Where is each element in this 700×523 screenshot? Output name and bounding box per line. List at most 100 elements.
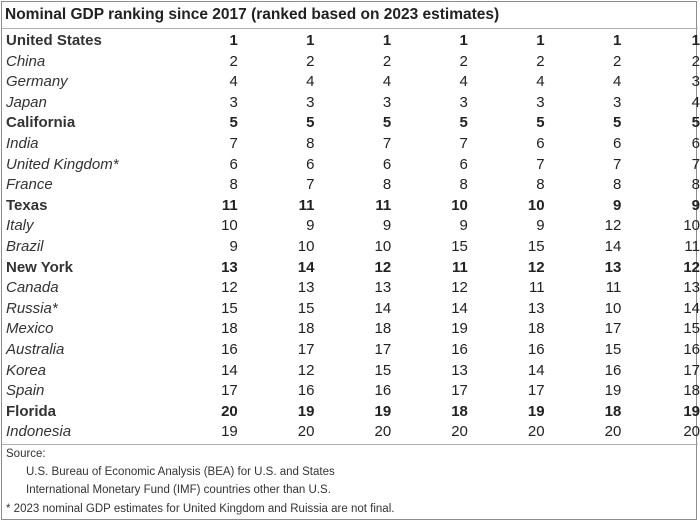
rank-cell: 6 xyxy=(459,155,468,173)
table-row: United States 1 1 1 1 1 1 1 xyxy=(6,31,700,52)
rank-cell: 2 xyxy=(536,52,545,70)
rank-cell: 19 xyxy=(451,320,468,338)
rank-cell: 3 xyxy=(612,93,622,111)
rank-cell: 13 xyxy=(527,299,545,317)
table-row: New York 13 14 12 11 12 13 12 xyxy=(6,258,700,279)
table-row: Australia 16 17 17 16 16 15 16 xyxy=(6,340,700,361)
rank-cell: 20 xyxy=(527,423,545,441)
table-row: India 7 8 7 7 6 6 6 xyxy=(6,134,700,155)
rank-cell: 3 xyxy=(536,93,545,111)
rank-cell: 18 xyxy=(374,320,392,338)
rank-cell: 19 xyxy=(683,402,700,420)
rank-cell: 6 xyxy=(382,155,392,173)
rank-cell: 1 xyxy=(382,32,392,49)
table-row: Mexico 18 18 18 19 18 17 15 xyxy=(6,319,700,340)
table-row: California 5 5 5 5 5 5 5 xyxy=(6,113,700,134)
source-imf: International Monetary Fund (IMF) countr… xyxy=(26,484,331,496)
rank-cell: 10 xyxy=(374,237,392,255)
table-row: Brazil 9 10 10 15 15 14 11 xyxy=(6,237,700,258)
rank-cell: 11 xyxy=(298,196,315,214)
rank-cell: 5 xyxy=(691,114,700,132)
source-divider xyxy=(2,444,698,445)
rank-cell: 20 xyxy=(683,423,700,441)
table-row: Korea 14 12 15 13 14 16 17 xyxy=(6,361,700,382)
row-label: Australia xyxy=(6,340,65,358)
rank-cell: 13 xyxy=(374,279,392,297)
rank-cell: 10 xyxy=(221,217,238,235)
rank-cell: 5 xyxy=(612,114,622,132)
rank-cell: 17 xyxy=(297,340,315,358)
rank-cell: 8 xyxy=(691,176,700,194)
rank-cell: 14 xyxy=(604,237,622,255)
rank-cell: 9 xyxy=(306,217,315,235)
rank-cell: 13 xyxy=(451,361,468,379)
title-divider xyxy=(2,28,698,29)
chart-title: Nominal GDP ranking since 2017 (ranked b… xyxy=(5,6,500,23)
row-label: United Kingdom* xyxy=(6,155,119,173)
row-label: Florida xyxy=(6,402,57,420)
rank-cell: 17 xyxy=(374,340,392,358)
rank-cell: 5 xyxy=(306,114,315,132)
rank-cell: 4 xyxy=(382,73,392,91)
ranking-table-body: United States 1 1 1 1 1 1 1 China 2 2 2 2 2 2 2 Germany 4… xyxy=(6,31,700,443)
rank-cell: 9 xyxy=(229,237,238,255)
rank-cell: 1 xyxy=(459,32,468,49)
row-label: France xyxy=(6,176,53,194)
rank-cell: 8 xyxy=(229,176,238,194)
rank-cell: 12 xyxy=(221,279,238,297)
rank-cell: 11 xyxy=(375,196,392,214)
rank-cell: 6 xyxy=(306,155,315,173)
rank-cell: 15 xyxy=(683,320,700,338)
rank-cell: 8 xyxy=(459,176,468,194)
rank-cell: 19 xyxy=(604,382,622,400)
table-row: China 2 2 2 2 2 2 2 xyxy=(6,52,700,73)
rank-cell: 10 xyxy=(297,237,315,255)
rank-cell: 20 xyxy=(221,402,238,420)
rank-cell: 14 xyxy=(451,299,468,317)
rank-cell: 10 xyxy=(527,196,545,214)
row-label: Japan xyxy=(6,93,47,111)
rank-cell: 3 xyxy=(459,93,468,111)
rank-cell: 8 xyxy=(536,176,545,194)
rank-cell: 12 xyxy=(374,258,392,276)
rank-cell: 12 xyxy=(297,361,315,379)
rank-cell: 17 xyxy=(683,361,700,379)
rank-cell: 16 xyxy=(604,361,622,379)
rank-cell: 15 xyxy=(297,299,315,317)
row-label: China xyxy=(6,52,46,70)
rank-cell: 18 xyxy=(297,320,315,338)
rank-cell: 2 xyxy=(229,52,238,70)
row-label: Texas xyxy=(6,196,48,214)
rank-cell: 18 xyxy=(683,382,700,400)
rank-cell: 8 xyxy=(306,134,315,152)
rank-cell: 16 xyxy=(374,382,392,400)
rank-cell: 8 xyxy=(612,176,622,194)
row-label: Russia* xyxy=(6,299,58,317)
rank-cell: 18 xyxy=(604,402,622,420)
rank-cell: 3 xyxy=(306,93,315,111)
rank-cell: 13 xyxy=(297,279,315,297)
rank-cell: 4 xyxy=(459,73,468,91)
rank-cell: 7 xyxy=(691,155,700,173)
rank-cell: 8 xyxy=(382,176,392,194)
rank-cell: 18 xyxy=(527,320,545,338)
rank-cell: 1 xyxy=(536,32,545,49)
rank-cell: 11 xyxy=(684,237,700,255)
rank-cell: 18 xyxy=(221,320,238,338)
row-label: Mexico xyxy=(6,320,54,338)
rank-cell: 7 xyxy=(382,134,392,152)
rank-cell: 12 xyxy=(527,258,545,276)
rank-cell: 10 xyxy=(604,299,622,317)
rank-cell: 15 xyxy=(604,340,622,358)
rank-cell: 17 xyxy=(527,382,545,400)
rank-cell: 19 xyxy=(527,402,545,420)
rank-cell: 15 xyxy=(527,237,545,255)
rank-cell: 14 xyxy=(374,299,392,317)
rank-cell: 5 xyxy=(536,114,545,132)
rank-cell: 2 xyxy=(306,52,315,70)
rank-cell: 20 xyxy=(297,423,315,441)
rank-cell: 9 xyxy=(459,217,468,235)
rank-cell: 19 xyxy=(297,402,315,420)
rank-cell: 3 xyxy=(691,73,700,91)
source-label: Source: xyxy=(6,448,46,460)
